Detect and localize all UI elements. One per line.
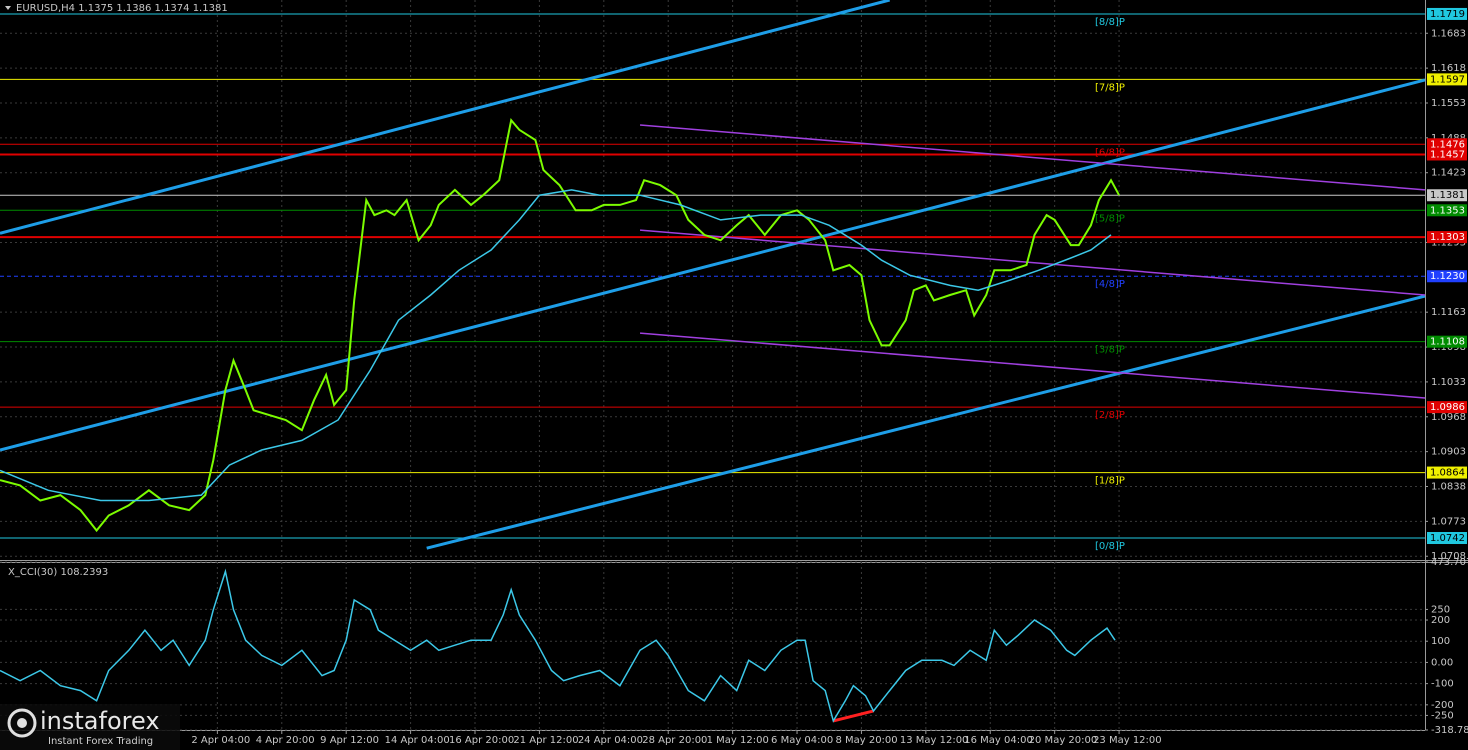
level-label: [4/8]P — [1095, 279, 1125, 290]
price-box — [1427, 138, 1467, 151]
price-box-label: 1.1719 — [1430, 9, 1465, 20]
price-box — [1427, 270, 1467, 283]
series-line — [0, 117, 1120, 533]
trend-line — [639, 124, 1426, 191]
price-box-label: 1.1457 — [1430, 149, 1465, 160]
price-box-label: 1.1381 — [1430, 190, 1465, 201]
indicator-title: X_CCI(30) 108.2393 — [8, 567, 108, 578]
price-box-label: 1.1476 — [1430, 139, 1465, 150]
y-tick-label: 100 — [1431, 636, 1450, 647]
x-tick-label: 20 May 20:00 — [1029, 735, 1098, 746]
level-label: [2/8]P — [1095, 410, 1125, 421]
price-box — [1427, 335, 1467, 348]
x-tick-label: 6 May 04:00 — [771, 735, 833, 746]
trend-line — [832, 709, 874, 723]
trend-line — [639, 332, 1426, 399]
x-tick-label: 21 Apr 12:00 — [513, 735, 578, 746]
y-tick-label: -250 — [1431, 710, 1454, 721]
level-label: [1/8]P — [1095, 476, 1125, 487]
x-tick-label: 16 Apr 20:00 — [449, 735, 514, 746]
x-tick-label: 28 Apr 20:00 — [642, 735, 707, 746]
price-box-label: 1.1353 — [1430, 205, 1465, 216]
price-box-label: 1.1230 — [1430, 271, 1465, 282]
price-box — [1427, 7, 1467, 20]
x-tick-label: 2 Apr 04:00 — [191, 735, 250, 746]
x-tick-label: 9 Apr 12:00 — [320, 735, 379, 746]
trend-line — [426, 294, 1426, 550]
y-tick-label: 1.0968 — [1431, 412, 1466, 423]
series-line — [0, 568, 1116, 723]
x-tick-label: 23 May 12:00 — [1093, 735, 1162, 746]
x-tick-label: 24 Apr 04:00 — [578, 735, 643, 746]
price-box — [1427, 189, 1467, 202]
logo-icon — [7, 708, 37, 738]
trend-line — [0, 0, 890, 235]
y-tick-label: 1.0838 — [1431, 482, 1466, 493]
y-tick-label: -200 — [1431, 700, 1454, 711]
y-tick-label: 1.0773 — [1431, 516, 1466, 527]
y-tick-label: -100 — [1431, 679, 1454, 690]
level-label: [3/8]P — [1095, 345, 1125, 356]
level-label: [7/8]P — [1095, 82, 1125, 93]
y-tick-label: 0.00 — [1431, 657, 1453, 668]
trend-line — [639, 229, 1426, 296]
y-tick-label: 250 — [1431, 604, 1450, 615]
price-box — [1427, 466, 1467, 479]
logo-icon-core — [17, 718, 27, 728]
price-box-label: 1.0986 — [1430, 402, 1465, 413]
x-tick-label: 13 May 12:00 — [900, 735, 969, 746]
trend-line — [0, 78, 1426, 452]
price-box-label: 1.1597 — [1430, 74, 1465, 85]
y-tick-label: 1.0708 — [1431, 551, 1466, 562]
x-tick-label: 8 May 20:00 — [835, 735, 897, 746]
price-box-label: 1.1108 — [1430, 337, 1465, 348]
series-line — [0, 189, 1112, 502]
y-tick-label: 200 — [1431, 615, 1450, 626]
price-box — [1427, 532, 1467, 545]
y-tick-label: 1.1553 — [1431, 98, 1466, 109]
y-tick-label: 1.1423 — [1431, 168, 1466, 179]
y-tick-label: 1.1033 — [1431, 377, 1466, 388]
y-tick-label: 1.1163 — [1431, 307, 1466, 318]
price-box — [1427, 73, 1467, 86]
price-box-label: 1.0742 — [1430, 533, 1465, 544]
price-box-label: 1.0864 — [1430, 468, 1465, 479]
price-box — [1427, 204, 1467, 217]
level-label: [0/8]P — [1095, 541, 1125, 552]
price-box — [1427, 231, 1467, 244]
watermark: instaforex Instant Forex Trading — [0, 704, 180, 750]
tagline: Instant Forex Trading — [48, 736, 153, 747]
chart-title: EURUSD,H4 1.1375 1.1386 1.1374 1.1381 — [16, 3, 228, 14]
x-tick-label: 4 Apr 20:00 — [256, 735, 315, 746]
x-tick-label: 1 May 12:00 — [707, 735, 769, 746]
level-label: [8/8]P — [1095, 17, 1125, 28]
level-label: [6/8]P — [1095, 147, 1125, 158]
x-tick-label: 16 May 04:00 — [964, 735, 1033, 746]
menu-arrow — [5, 6, 11, 10]
y-tick-label: 1.0903 — [1431, 447, 1466, 458]
y-tick-label: 1.1618 — [1431, 63, 1466, 74]
brand: instaforex — [40, 707, 160, 735]
y-tick-label: 473.707 — [1431, 557, 1468, 568]
level-label: [5/8]P — [1095, 213, 1125, 224]
x-tick-label: 14 Apr 04:00 — [385, 735, 450, 746]
y-tick-label: 1.1683 — [1431, 28, 1466, 39]
y-tick-label: -318.786 — [1431, 725, 1468, 736]
price-box-label: 1.1303 — [1430, 232, 1465, 243]
price-box — [1427, 148, 1467, 161]
price-box — [1427, 401, 1467, 414]
